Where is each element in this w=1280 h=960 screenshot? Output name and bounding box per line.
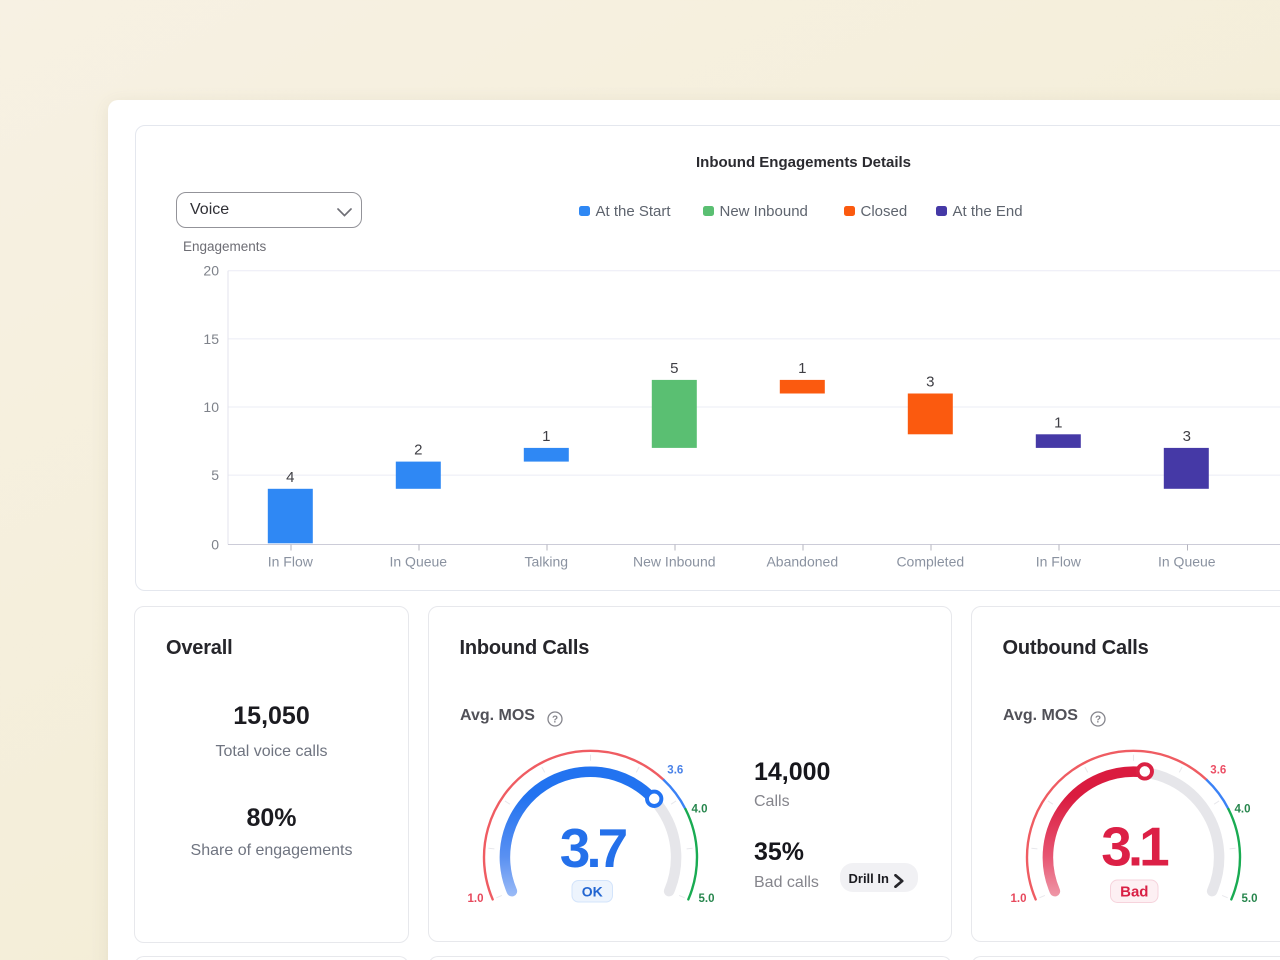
svg-text:In Flow: In Flow <box>1036 554 1082 570</box>
svg-text:5.0: 5.0 <box>699 893 715 905</box>
svg-text:0: 0 <box>211 537 219 553</box>
svg-text:1: 1 <box>542 428 550 445</box>
svg-text:5: 5 <box>211 467 219 483</box>
svg-text:3.7: 3.7 <box>560 817 627 879</box>
svg-text:1: 1 <box>798 360 806 377</box>
svg-text:In Flow: In Flow <box>268 554 314 570</box>
svg-text:10: 10 <box>203 399 219 415</box>
svg-text:In Queue: In Queue <box>1158 554 1216 570</box>
svg-text:4.0: 4.0 <box>692 803 708 815</box>
svg-text:3: 3 <box>926 374 934 391</box>
svg-text:15: 15 <box>203 331 219 347</box>
svg-text:Abandoned: Abandoned <box>766 554 838 570</box>
svg-text:3: 3 <box>1183 428 1191 445</box>
svg-text:Talking: Talking <box>525 554 569 570</box>
svg-text:?: ? <box>552 714 558 725</box>
svg-text:In Queue: In Queue <box>389 554 447 570</box>
svg-text:1.0: 1.0 <box>1011 893 1027 905</box>
svg-text:Bad: Bad <box>1120 884 1148 901</box>
svg-text:4: 4 <box>286 469 294 486</box>
svg-text:OK: OK <box>582 883 603 899</box>
svg-text:2: 2 <box>414 442 422 459</box>
svg-text:4.0: 4.0 <box>1235 803 1251 815</box>
svg-text:?: ? <box>1095 714 1101 725</box>
svg-text:1.0: 1.0 <box>468 893 484 905</box>
svg-text:3.6: 3.6 <box>667 765 683 777</box>
svg-text:20: 20 <box>203 263 219 279</box>
svg-text:5.0: 5.0 <box>1242 893 1258 905</box>
svg-text:Completed: Completed <box>896 554 964 570</box>
svg-text:5: 5 <box>670 360 678 377</box>
svg-text:3.1: 3.1 <box>1101 816 1169 878</box>
svg-text:New Inbound: New Inbound <box>633 554 716 570</box>
svg-text:3.6: 3.6 <box>1210 765 1226 777</box>
svg-text:1: 1 <box>1054 414 1062 431</box>
